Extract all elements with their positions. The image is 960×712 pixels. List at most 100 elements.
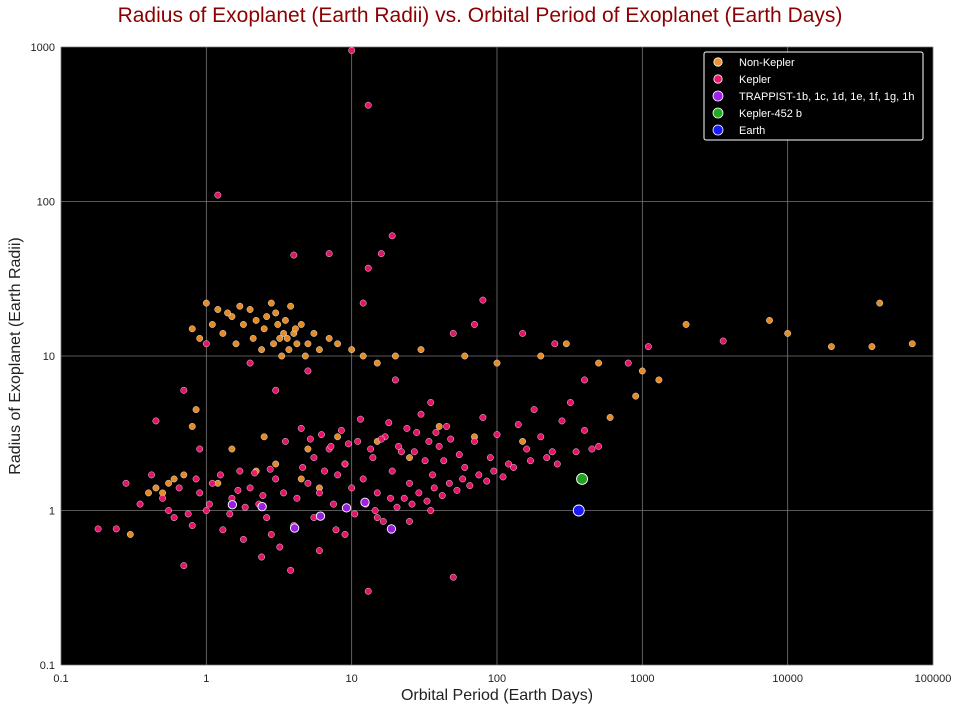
data-point	[165, 507, 172, 514]
data-point	[425, 438, 433, 445]
data-point	[479, 296, 487, 304]
y-tick-label: 100	[37, 197, 55, 209]
data-point	[435, 442, 443, 450]
data-point	[364, 587, 372, 595]
data-point	[304, 479, 312, 487]
data-point	[332, 526, 340, 534]
data-point	[461, 464, 469, 471]
data-point	[341, 531, 349, 538]
data-point	[510, 464, 517, 471]
data-point	[228, 313, 236, 320]
data-point	[624, 359, 632, 367]
data-point	[387, 494, 394, 502]
data-point	[330, 500, 337, 508]
data-point	[595, 359, 602, 367]
data-point	[94, 525, 102, 533]
data-point	[170, 475, 178, 483]
data-point	[471, 321, 478, 328]
data-point	[192, 406, 200, 413]
data-point	[421, 457, 429, 465]
data-point	[246, 484, 254, 492]
data-point	[280, 330, 287, 337]
data-point	[219, 330, 227, 337]
data-point	[192, 475, 200, 483]
data-point	[499, 473, 507, 481]
data-point	[588, 445, 596, 453]
data-point	[682, 321, 690, 328]
data-point	[567, 399, 574, 406]
data-point	[206, 500, 213, 508]
data-point	[359, 352, 367, 360]
data-point	[112, 525, 120, 533]
data-point	[432, 429, 440, 436]
data-point	[341, 503, 352, 513]
data-point	[280, 489, 287, 497]
data-point	[359, 299, 367, 307]
data-point	[719, 337, 727, 345]
data-point	[258, 553, 265, 561]
data-point	[449, 573, 457, 581]
legend-label: Kepler	[739, 74, 771, 86]
data-point	[266, 465, 274, 473]
data-point	[282, 438, 289, 445]
legend-marker	[712, 107, 724, 119]
data-point	[287, 302, 294, 310]
data-point	[217, 471, 224, 479]
data-point	[297, 424, 305, 432]
data-point	[345, 440, 352, 448]
data-point	[398, 448, 405, 456]
data-point	[461, 352, 469, 360]
data-point	[299, 464, 307, 471]
data-point	[316, 489, 323, 497]
data-point	[354, 438, 362, 445]
data-point	[427, 399, 435, 406]
data-point	[413, 429, 421, 436]
data-point	[438, 492, 446, 499]
data-point	[188, 423, 196, 430]
data-point	[576, 473, 589, 485]
data-point	[519, 438, 526, 445]
data-point	[260, 325, 268, 333]
data-point	[581, 376, 588, 384]
data-point	[249, 334, 257, 342]
data-point	[226, 510, 234, 518]
data-point	[348, 346, 356, 354]
data-point	[388, 467, 396, 475]
y-tick-label: 1000	[31, 42, 55, 54]
data-point	[208, 321, 216, 328]
data-point	[868, 343, 876, 351]
data-point	[430, 484, 438, 492]
data-point	[558, 417, 566, 425]
data-point	[551, 340, 559, 348]
legend: Non-Kepler Kepler TRAPPIST-1b, 1c, 1d, 1e,…	[703, 51, 924, 141]
data-point	[258, 346, 265, 354]
data-point	[537, 352, 545, 360]
data-point	[490, 467, 498, 475]
data-point	[423, 497, 431, 505]
data-point	[393, 503, 401, 511]
data-point	[447, 435, 455, 443]
data-point	[202, 507, 210, 514]
data-point	[523, 445, 531, 453]
data-point	[334, 471, 341, 479]
data-point	[148, 471, 155, 479]
data-point	[241, 503, 249, 511]
data-point	[325, 250, 333, 258]
data-point	[486, 454, 494, 461]
data-point	[228, 445, 236, 453]
x-axis-title: Orbital Period (Earth Days)	[401, 687, 593, 704]
data-point	[392, 376, 399, 384]
data-point	[159, 494, 166, 502]
data-point	[202, 299, 210, 307]
data-point	[175, 484, 183, 492]
data-point	[188, 325, 196, 333]
data-point	[406, 479, 413, 487]
data-point	[246, 306, 254, 313]
data-point	[449, 330, 457, 337]
x-tick-label: 10000	[772, 673, 803, 685]
data-point	[152, 484, 160, 492]
data-point	[304, 367, 312, 375]
data-point	[876, 299, 884, 307]
data-point	[443, 423, 451, 430]
data-point	[122, 479, 130, 487]
